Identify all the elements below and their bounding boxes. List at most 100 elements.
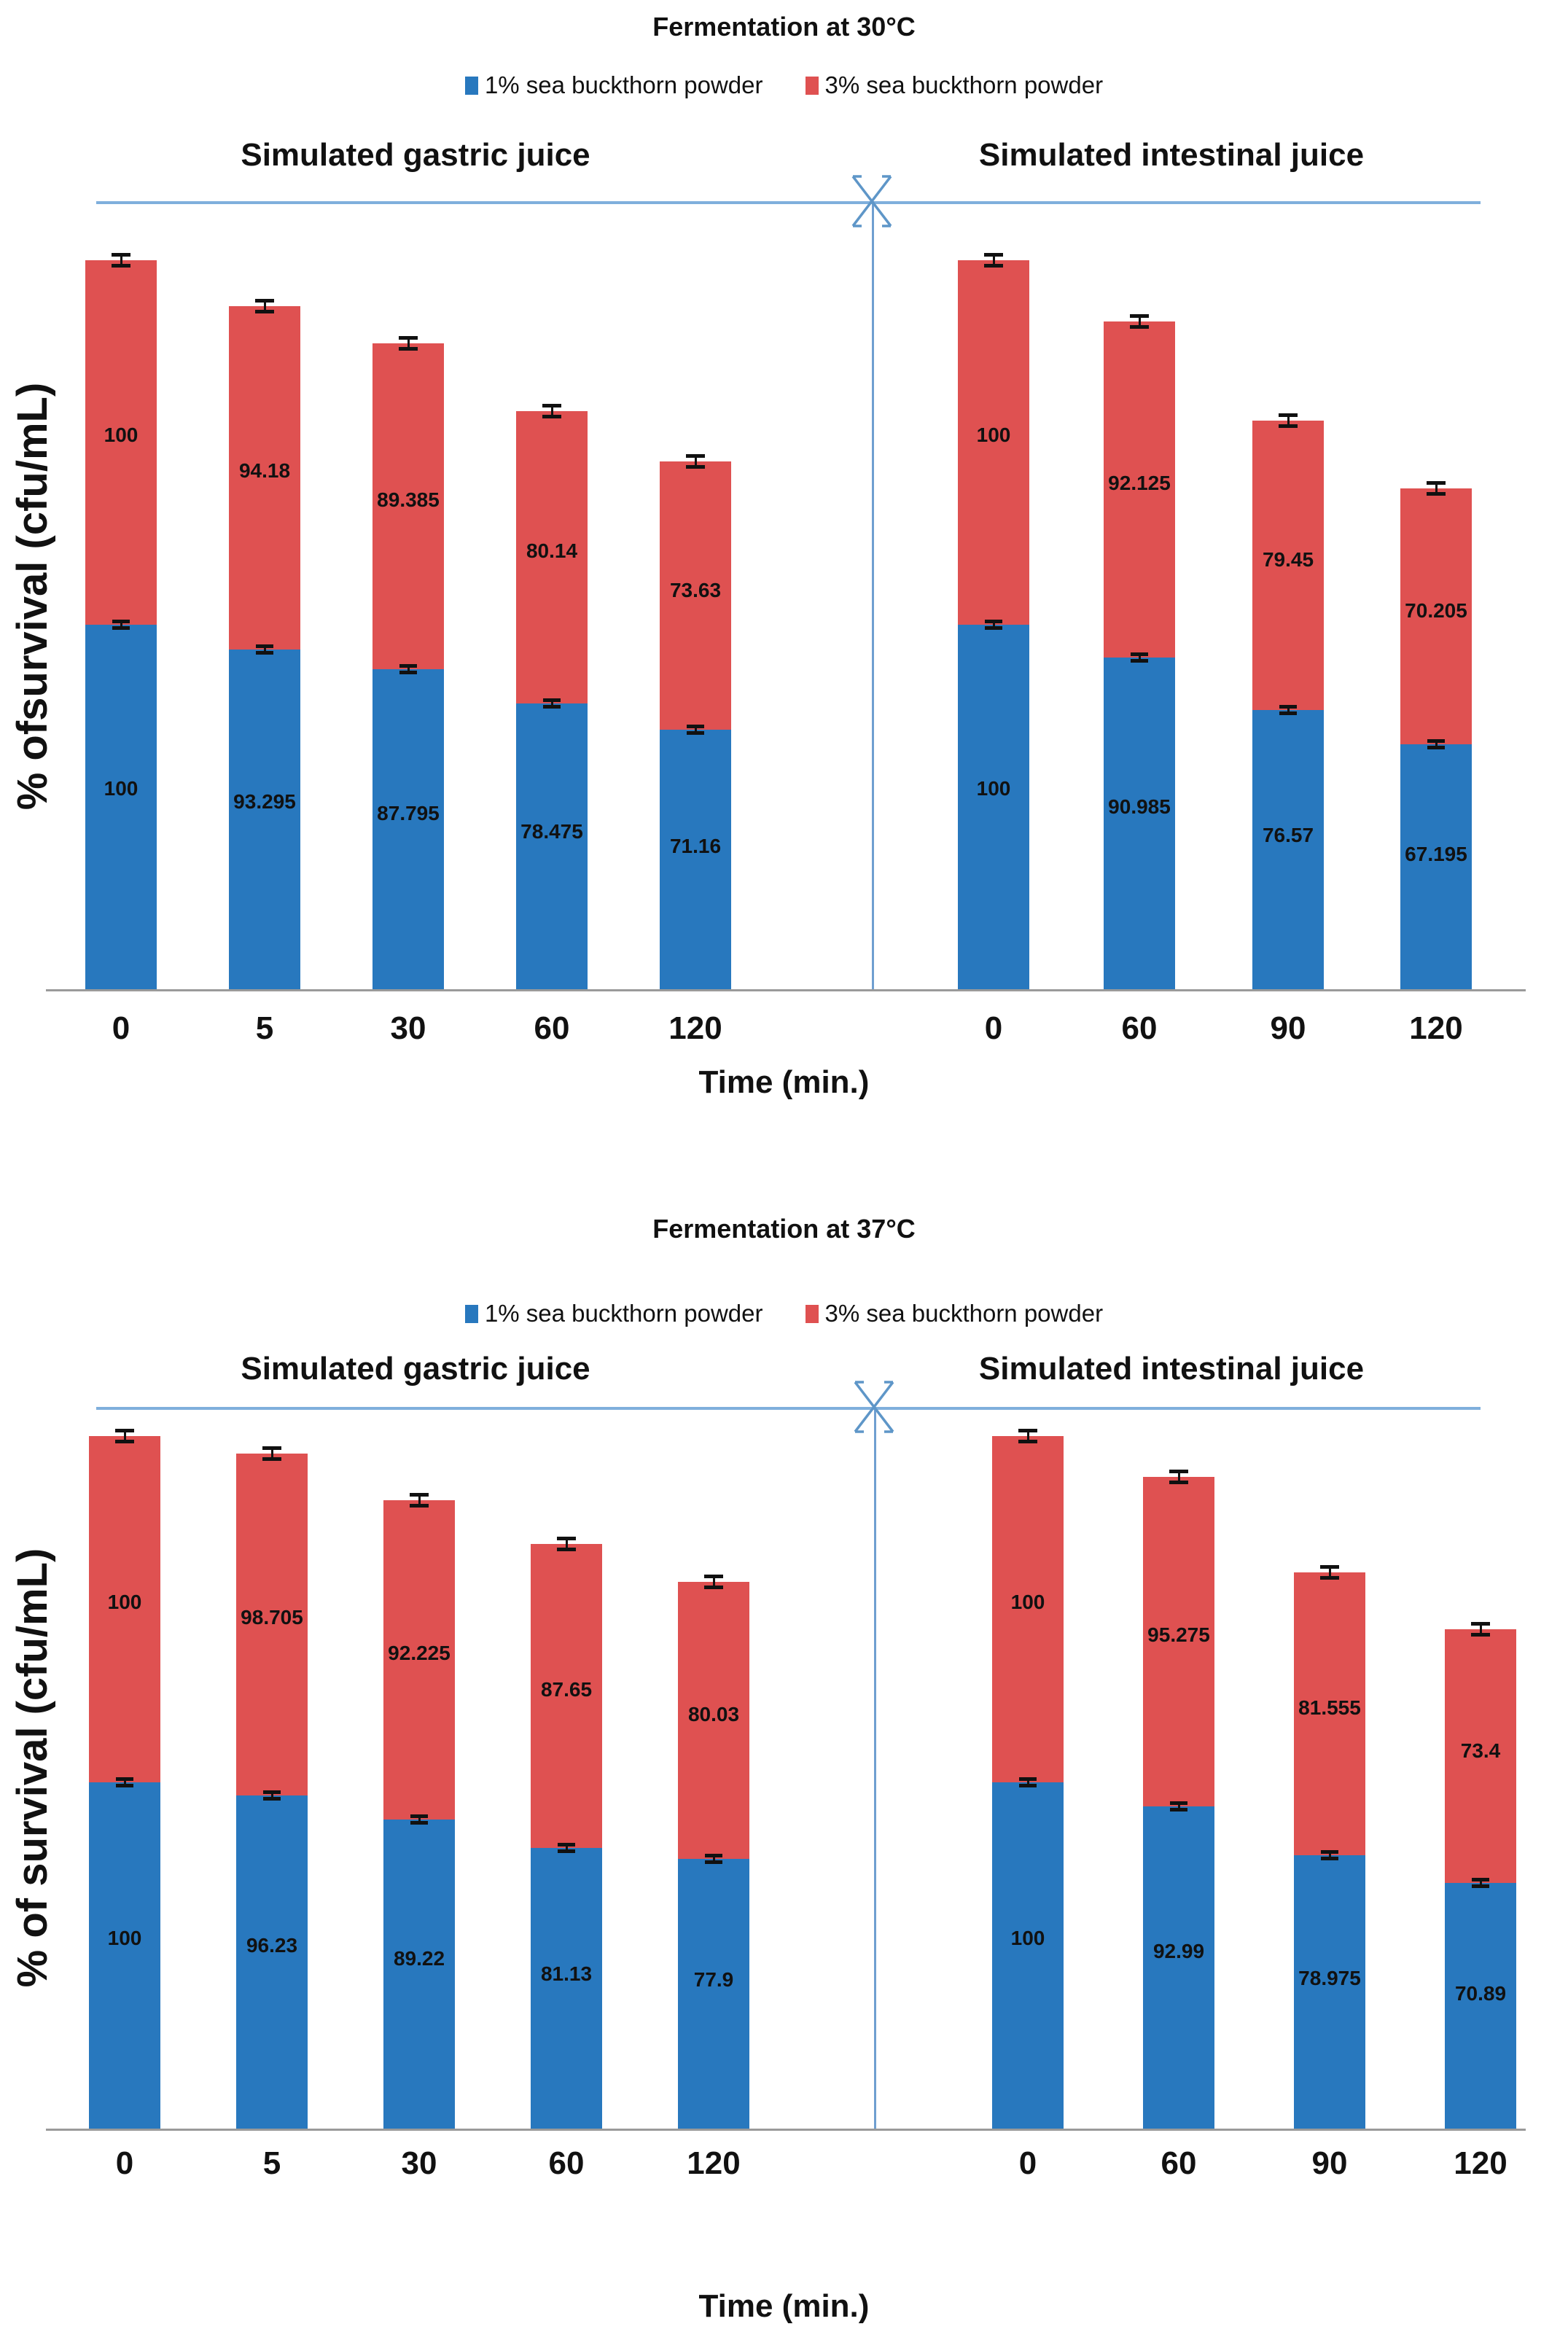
bar-segment-1pct: [229, 649, 300, 989]
bar-value-label-1pct: 100: [1010, 1926, 1045, 1949]
x-tick-label: 60: [1161, 2145, 1197, 2181]
bar-segment-1pct: [383, 1820, 455, 2129]
bar-segment-3pct: [516, 410, 588, 703]
legend: 1% sea buckthorn powder 3% sea buckthorn…: [0, 1300, 1568, 1327]
panel-top-line: [96, 1407, 1481, 1410]
bar-segment-3pct: [660, 461, 731, 730]
bar-value-label-1pct: 77.9: [693, 1968, 734, 1992]
chart-title: Fermentation at 30°C: [652, 12, 916, 42]
error-bar-cap: [410, 1821, 428, 1825]
x-tick-label: 120: [668, 1010, 722, 1046]
bar-segment-1pct: [958, 625, 1029, 989]
error-bar-cap: [1472, 1884, 1489, 1889]
error-bar-cap: [687, 725, 704, 729]
error-bar-line: [1435, 483, 1438, 494]
bar-value-label-1pct: 92.99: [1152, 1940, 1205, 1963]
error-bar-cap: [1018, 1429, 1037, 1432]
bar-value-label-1pct: 100: [104, 777, 139, 800]
error-bar-cap: [1321, 1856, 1338, 1860]
x-tick-label: 120: [1409, 1010, 1463, 1046]
legend-swatch-3pct-icon: [805, 76, 819, 95]
panel-header-gastric: Simulated gastric juice: [241, 137, 590, 173]
error-bar-line: [1177, 1803, 1180, 1811]
error-bar-cap: [256, 644, 273, 648]
x-axis-line: [46, 2129, 1526, 2131]
axis-break-icon: [851, 175, 892, 227]
bar-value-label-3pct: 79.45: [1262, 547, 1314, 571]
error-bar-cap: [543, 698, 561, 702]
error-bar-cap: [262, 1457, 281, 1462]
x-tick-label: 60: [534, 1010, 570, 1046]
bar-value-label-1pct: 89.22: [393, 1946, 445, 1970]
error-bar-cap: [410, 1493, 429, 1497]
error-bar-line: [407, 666, 410, 674]
legend: 1% sea buckthorn powder 3% sea buckthorn…: [0, 71, 1568, 99]
bar-value-label-3pct: 70.205: [1405, 599, 1467, 623]
bar-segment-3pct: [373, 343, 444, 670]
error-bar-line: [694, 726, 697, 734]
bar-segment-3pct: [1252, 420, 1324, 711]
error-bar-line: [992, 621, 995, 628]
chart-fermentation-30c: Fermentation at 30°C 1% sea buckthorn po…: [0, 12, 1568, 1100]
error-bar-cap: [1471, 1621, 1490, 1626]
bar-segment-1pct: [85, 625, 157, 989]
error-bar-line: [1328, 1567, 1331, 1579]
bar-value-label-1pct: 67.195: [1405, 843, 1467, 866]
bar-value-label-1pct: 81.13: [540, 1962, 593, 1986]
error-bar-cap: [686, 465, 705, 469]
bar-segment-1pct: [236, 1795, 308, 2129]
bar-segment-3pct: [383, 1500, 455, 1820]
bar-segment-3pct: [1445, 1629, 1516, 1884]
x-tick-label: 120: [687, 2145, 741, 2181]
error-bar-cap: [1170, 1808, 1187, 1812]
x-tick-label: 90: [1311, 2145, 1348, 2181]
error-bar-cap: [1130, 325, 1149, 329]
error-bar-line: [1328, 1851, 1331, 1859]
error-bar-cap: [112, 620, 130, 623]
error-bar-line: [263, 645, 266, 653]
error-bar-cap: [1018, 1440, 1037, 1443]
bar-segment-1pct: [1104, 658, 1175, 989]
legend-item-1pct: 1% sea buckthorn powder: [464, 71, 763, 99]
legend-swatch-3pct-icon: [805, 1304, 819, 1323]
error-bar-cap: [116, 1777, 133, 1781]
x-axis-label: Time (min.): [698, 1064, 870, 1100]
error-bar-line: [270, 1791, 273, 1799]
legend-item-1pct: 1% sea buckthorn powder: [464, 1300, 763, 1327]
error-bar-cap: [1427, 746, 1445, 750]
bar-segment-1pct: [373, 669, 444, 989]
bar-value-label-1pct: 71.16: [669, 835, 722, 858]
x-tick-label: 0: [115, 2145, 134, 2181]
error-bar-cap: [1279, 705, 1297, 709]
chart-title: Fermentation at 37°C: [652, 1214, 916, 1244]
error-bar-cap: [115, 1429, 134, 1432]
bar-segment-3pct: [85, 260, 157, 625]
x-tick-label: 30: [390, 1010, 426, 1046]
panel-divider-line: [872, 201, 874, 989]
legend-swatch-1pct-icon: [464, 1304, 478, 1323]
error-bar-cap: [1169, 1469, 1188, 1473]
error-bar-cap: [256, 650, 273, 655]
bar-value-label-3pct: 81.555: [1298, 1696, 1361, 1720]
bar-segment-3pct: [236, 1454, 308, 1795]
x-tick-label: 0: [984, 1010, 1003, 1046]
bar-value-label-3pct: 80.03: [687, 1703, 740, 1726]
bar-value-label-3pct: 73.63: [669, 578, 722, 601]
bar-segment-3pct: [89, 1436, 160, 1782]
bar-segment-1pct: [89, 1782, 160, 2129]
bar-value-label-1pct: 90.985: [1108, 795, 1171, 818]
error-bar-cap: [704, 1574, 723, 1578]
error-bar-cap: [984, 264, 1003, 268]
bar-segment-3pct: [1104, 321, 1175, 658]
bar-value-label-3pct: 98.705: [241, 1606, 303, 1629]
error-bar-cap: [399, 671, 417, 675]
bar-segment-1pct: [1294, 1855, 1365, 2129]
x-tick-label: 5: [262, 2145, 281, 2181]
error-bar-line: [712, 1855, 715, 1863]
error-bar-cap: [255, 298, 274, 303]
panel-divider-line: [874, 1407, 876, 2129]
bar-value-label-3pct: 92.125: [1108, 471, 1171, 494]
bar-segment-3pct: [1294, 1572, 1365, 1855]
bar-segment-3pct: [531, 1544, 602, 1848]
